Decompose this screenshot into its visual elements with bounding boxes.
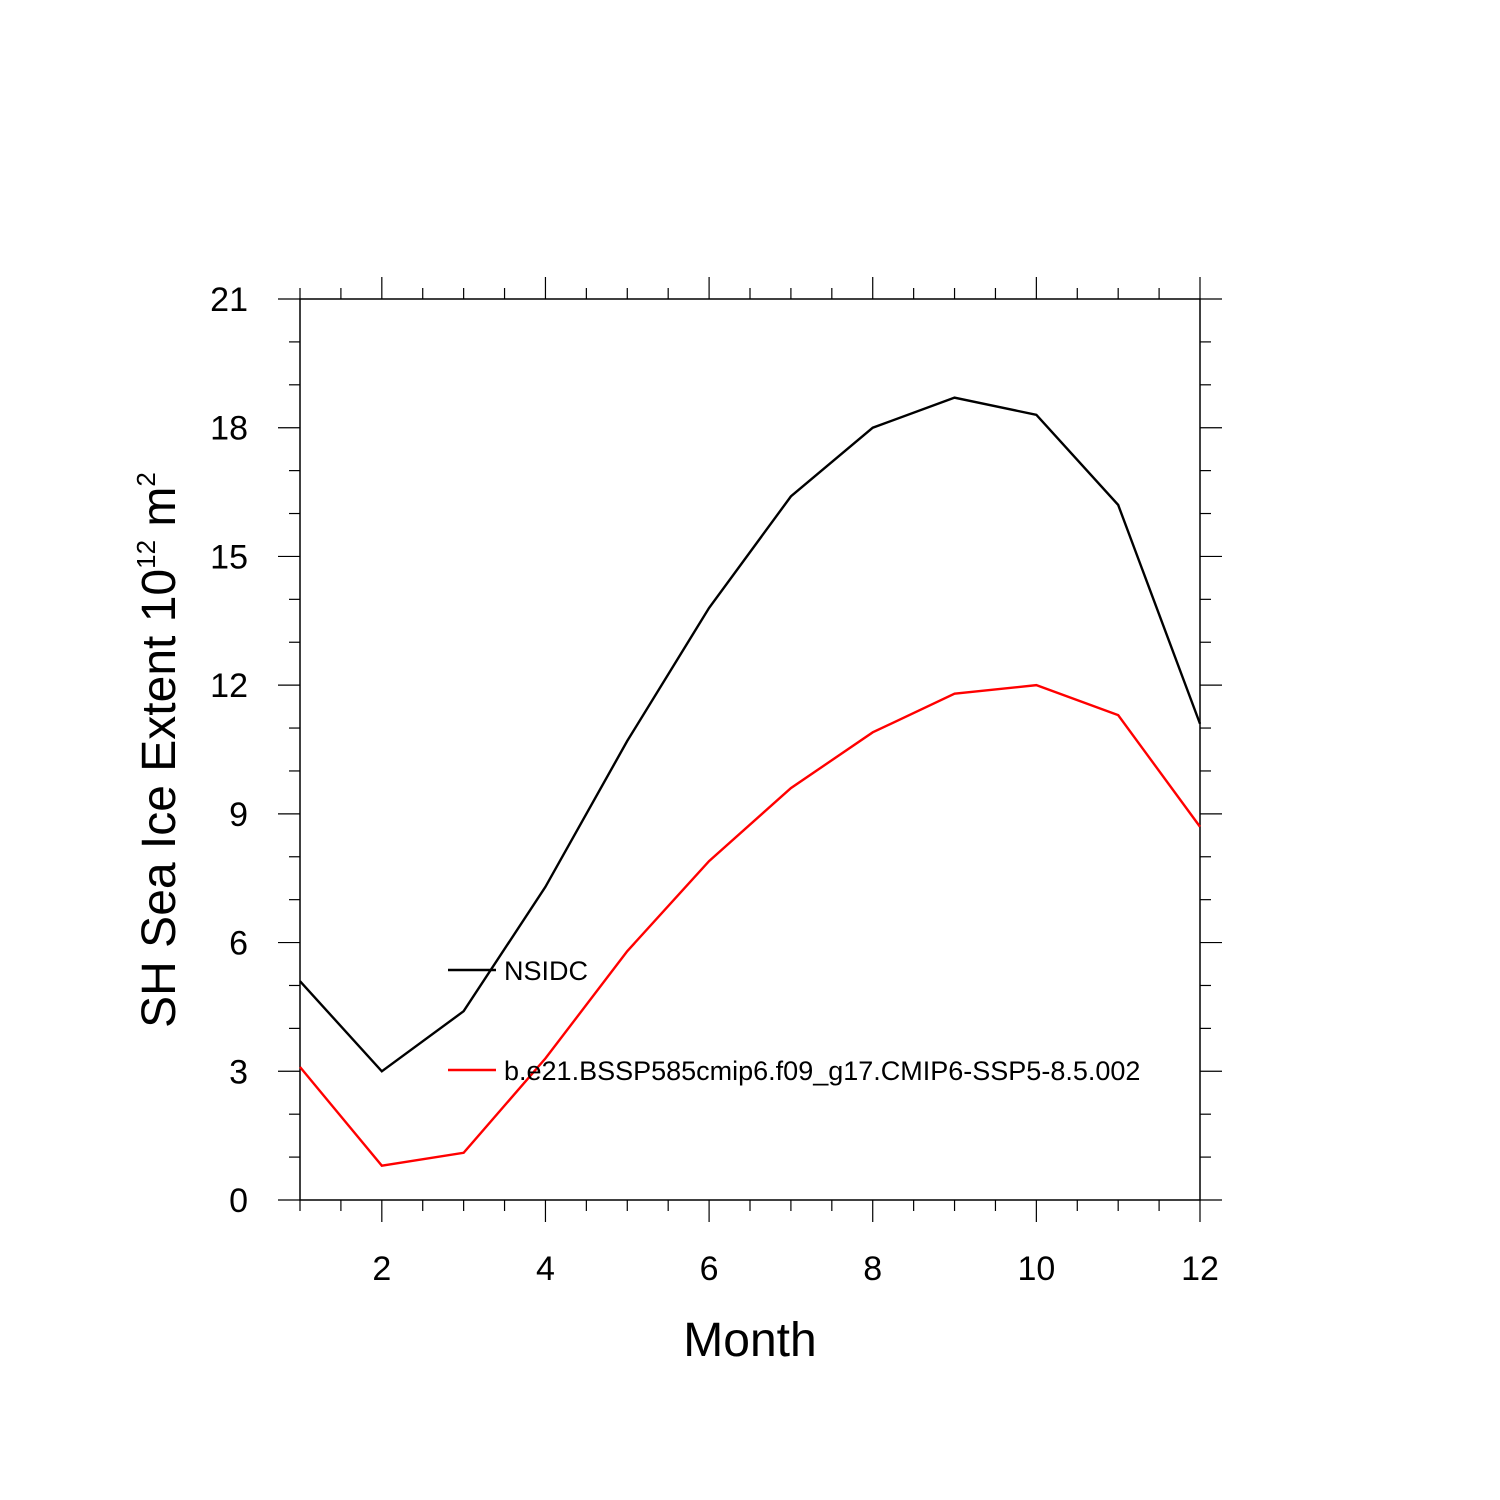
x-tick-label: 2	[372, 1250, 391, 1288]
series-line-2	[299, 683, 1201, 1167]
y-tick-labels: 0 3 6 9 12 15 18 21	[210, 281, 248, 1220]
y-axis-title-main: SH Sea Ice Extent 10	[133, 569, 186, 1028]
y-tick-label: 21	[210, 281, 248, 319]
series-line-1	[299, 396, 1202, 1073]
x-tick-labels: 2 4 6 8 10 12	[372, 1250, 1219, 1288]
legend-label-2: b.e21.BSSP585cmip6.f09_g17.CMIP6-SSP5-8.…	[504, 1056, 1140, 1086]
y-tick-label: 0	[229, 1182, 248, 1220]
x-axis-title: Month	[683, 1314, 816, 1367]
y-tick-label: 12	[210, 667, 248, 705]
y-axis-title: SH Sea Ice Extent 1012 m2	[131, 472, 186, 1028]
y-axis-title-exponent: 12	[131, 540, 161, 569]
y-tick-label: 18	[210, 410, 248, 448]
y-tick-label: 9	[229, 796, 248, 834]
x-tick-label: 4	[536, 1250, 555, 1288]
y-tick-label: 3	[229, 1053, 248, 1091]
x-tick-label: 8	[863, 1250, 882, 1288]
y-axis-title-unit-exponent: 2	[131, 472, 161, 486]
x-tick-label: 6	[700, 1250, 719, 1288]
legend-label-1: NSIDC	[504, 956, 588, 986]
y-axis-title-unit: m	[133, 487, 186, 527]
series-lines	[299, 396, 1202, 1167]
x-tick-label: 10	[1017, 1250, 1055, 1288]
y-tick-label: 15	[210, 538, 248, 576]
x-tick-label: 12	[1181, 1250, 1219, 1288]
plot-frame	[299, 298, 1201, 1201]
legend: NSIDC b.e21.BSSP585cmip6.f09_g17.CMIP6-SS…	[448, 956, 1140, 1086]
tick-marks	[278, 277, 1222, 1222]
y-tick-label: 6	[229, 925, 248, 963]
